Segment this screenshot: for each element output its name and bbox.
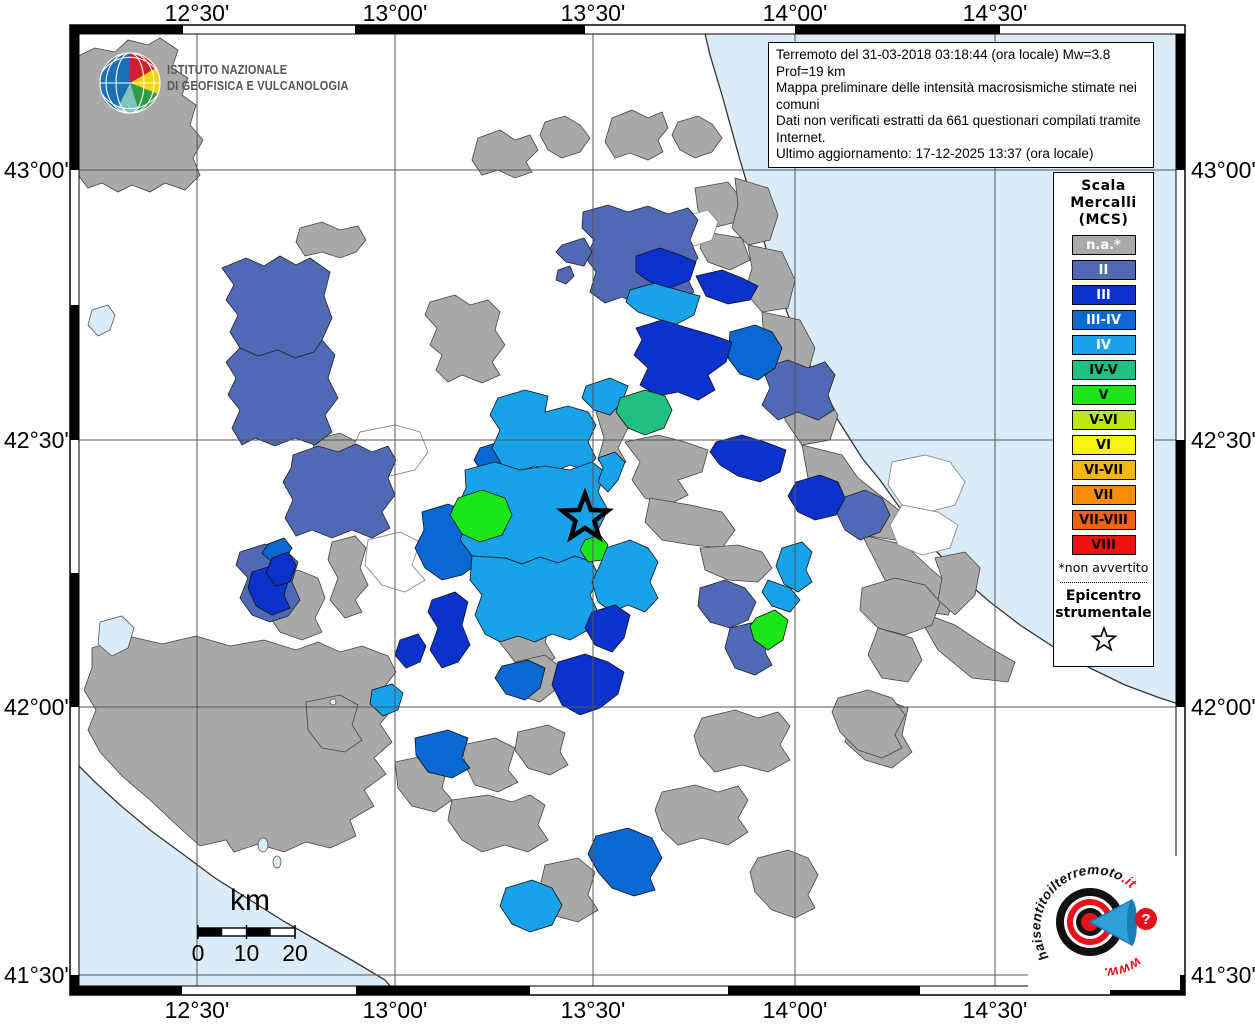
legend-item-vvi: V-VI <box>1071 410 1136 430</box>
legend-divider <box>1060 582 1147 583</box>
lon-label-top-3: 14°00' <box>762 0 828 26</box>
lon-label-bottom-1: 13°00' <box>362 997 428 1023</box>
lat-label-right-0: 43°00' <box>1191 157 1255 183</box>
lon-label-bottom-0: 12°30' <box>164 997 230 1023</box>
legend-item-ii: II <box>1071 260 1136 280</box>
legend-item-ivv: IV-V <box>1071 360 1136 380</box>
lon-label-bottom-4: 14°30' <box>962 997 1028 1023</box>
legend-item-iii: III <box>1071 285 1136 305</box>
ingv-name-line1: ISTITUTO NAZIONALE <box>167 63 288 77</box>
legend-item-vi: VI <box>1071 435 1136 455</box>
epicenter-star-icon <box>1054 625 1153 658</box>
lat-label-left-0: 43°00' <box>4 157 69 183</box>
lat-label-right-1: 42°30' <box>1191 427 1255 453</box>
lat-label-left-2: 42°00' <box>4 694 69 720</box>
info-line-source: Dati non verificati estratti da 661 ques… <box>776 113 1141 145</box>
legend-item-na: n.a.* <box>1071 235 1136 255</box>
municipalities-v <box>449 489 789 651</box>
legend-item-iiiiv: III-IV <box>1071 310 1136 330</box>
hsit-logo-box: ? haisentitoilterremoto.it www. <box>1028 856 1180 990</box>
tyrrhenian-sea <box>70 756 399 995</box>
info-line-map-type: Mappa preliminare delle intensità macros… <box>776 80 1137 112</box>
municipalities-iii <box>247 247 846 716</box>
earthquake-info-box: Terremoto del 31-03-2018 03:18:44 (ora l… <box>768 42 1154 168</box>
scalebar-unit: km <box>230 884 270 917</box>
legend-items: n.a.* II III III-IV IV IV-V V V-VI VI VI-VII VII VI… <box>1054 235 1153 555</box>
hsit-question-icon: ? <box>1135 908 1157 930</box>
legend-item-vivii: VI-VII <box>1071 460 1136 480</box>
epicenter-star <box>556 487 614 543</box>
mcs-legend: Scala Mercalli (MCS) n.a.* II III III-IV IV I… <box>1053 172 1154 667</box>
ingv-name-line2: DI GEOFISICA E VULCANOLOGIA <box>167 79 349 93</box>
scalebar-tick-10: 10 <box>233 940 260 966</box>
hsit-logo: ? haisentitoilterremoto.it www. <box>1028 862 1157 982</box>
scalebar-tick-20: 20 <box>282 940 308 966</box>
legend-item-viii: VIII <box>1071 535 1136 555</box>
legend-footnote: *non avvertito <box>1058 560 1149 575</box>
lon-label-top-0: 12°30' <box>164 0 230 26</box>
graticule <box>70 25 1185 995</box>
ingv-logo-text: ISTITUTO NAZIONALE DI GEOFISICA E VULCAN… <box>167 62 349 94</box>
hsit-www-text: www. <box>1103 955 1144 982</box>
legend-item-vii: VII <box>1071 485 1136 505</box>
legend-item-viiviii: VII-VIII <box>1071 510 1136 530</box>
legend-item-v: V <box>1071 385 1136 405</box>
lat-label-right-2: 42°00' <box>1191 694 1255 720</box>
lon-label-top-1: 13°00' <box>362 0 428 26</box>
legend-title: Scala Mercalli (MCS) <box>1070 178 1137 228</box>
lon-label-top-2: 13°30' <box>560 0 626 26</box>
hsit-megaphone-icon <box>1088 898 1137 947</box>
lat-label-left-3: 41°30' <box>4 962 69 988</box>
legend-item-iv: IV <box>1071 335 1136 355</box>
svg-text:?: ? <box>1141 911 1150 928</box>
municipalities-iv-v <box>615 389 673 436</box>
lon-label-bottom-3: 14°00' <box>762 997 828 1023</box>
lat-label-right-3: 41°30' <box>1191 962 1255 988</box>
lakes <box>87 304 337 869</box>
scalebar <box>197 925 296 939</box>
municipalities-iv <box>369 282 813 933</box>
info-line-event: Terremoto del 31-03-2018 03:18:44 (ora l… <box>776 47 1111 79</box>
map-frame <box>69 24 1186 996</box>
lat-label-left-1: 42°30' <box>4 427 69 453</box>
info-line-updated: Ultimo aggiornamento: 17-12-2025 13:37 (… <box>776 146 1094 161</box>
lon-label-bottom-2: 13°30' <box>560 997 626 1023</box>
ingv-logo-icon <box>99 52 161 114</box>
scalebar-tick-0: 0 <box>191 940 205 966</box>
legend-epicenter-label: Epicentro strumentale <box>1055 588 1152 621</box>
lon-label-top-4: 14°30' <box>962 0 1028 26</box>
